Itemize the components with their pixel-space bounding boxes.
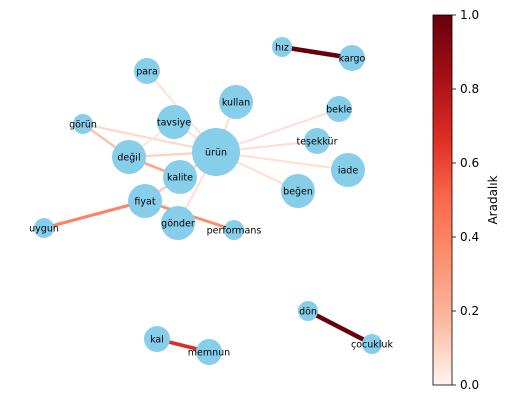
node-çocukluk	[362, 334, 382, 354]
node-beğen	[281, 174, 315, 208]
colorbar-tick-label: 0.6	[460, 156, 479, 170]
node-fiyat	[128, 184, 162, 218]
node-label-hız: hız	[275, 43, 289, 54]
edge-uygun-fiyat	[42, 199, 147, 230]
node-label-ürün: ürün	[205, 148, 227, 159]
node-değil	[112, 140, 146, 174]
node-label-performans: performans	[207, 226, 262, 237]
node-kal	[144, 326, 170, 352]
node-ürün	[192, 128, 240, 176]
colorbar-tick-label: 1.0	[460, 8, 479, 22]
node-label-kullan: kullan	[222, 98, 250, 109]
colorbar-tick-label: 0.8	[460, 82, 479, 96]
node-label-iade: iade	[338, 166, 358, 177]
node-label-kalite: kalite	[167, 173, 193, 184]
node-label-teşekkür: teşekkür	[296, 137, 337, 148]
colorbar-label: Aradalık	[486, 175, 500, 224]
node-label-memnun: memnun	[188, 348, 230, 359]
node-kalite	[163, 160, 197, 194]
node-iade	[331, 153, 365, 187]
node-hız	[272, 37, 292, 57]
nodes-layer	[34, 37, 382, 365]
node-label-bekle: bekle	[326, 105, 352, 116]
colorbar-gradient	[432, 14, 453, 386]
node-label-fiyat: fiyat	[134, 197, 155, 208]
colorbar-tick-label: 0.4	[460, 230, 479, 244]
node-kargo	[339, 45, 365, 71]
node-görün	[73, 114, 93, 134]
node-bekle	[326, 96, 352, 122]
colorbar-tick-label: 0.2	[460, 304, 479, 318]
node-label-gönder: gönder	[161, 219, 195, 230]
node-label-kargo: kargo	[339, 54, 366, 65]
node-performans	[224, 220, 244, 240]
node-para	[134, 58, 160, 84]
edges-layer	[42, 44, 375, 354]
node-uygun	[34, 218, 54, 238]
node-label-beğen: beğen	[283, 187, 313, 198]
colorbar-tick-label: 0.0	[460, 378, 479, 392]
node-label-tavsiye: tavsiye	[157, 118, 191, 129]
node-tavsiye	[157, 105, 191, 139]
node-label-uygun: uygun	[29, 224, 59, 235]
node-teşekkür	[304, 128, 330, 154]
node-dön	[298, 301, 318, 321]
node-label-kal: kal	[150, 335, 164, 346]
labels-layer: ürün kullan tavsiye değil kalite fiyat iade beğ…	[29, 43, 393, 359]
colorbar: 0.0 0.2 0.4 0.6 0.8 1.0 Aradalık	[432, 8, 500, 392]
node-label-görün: görün	[69, 120, 97, 131]
node-memnun	[196, 339, 222, 365]
node-label-çocukluk: çocukluk	[351, 340, 393, 351]
edge-dön-çocukluk	[305, 308, 375, 347]
node-label-para: para	[136, 67, 158, 78]
node-label-değil: değil	[117, 153, 140, 164]
colorbar-ticks: 0.0 0.2 0.4 0.6 0.8 1.0	[452, 8, 479, 392]
node-label-dön: dön	[299, 307, 317, 318]
node-kullan	[219, 85, 253, 119]
node-gönder	[161, 206, 195, 240]
